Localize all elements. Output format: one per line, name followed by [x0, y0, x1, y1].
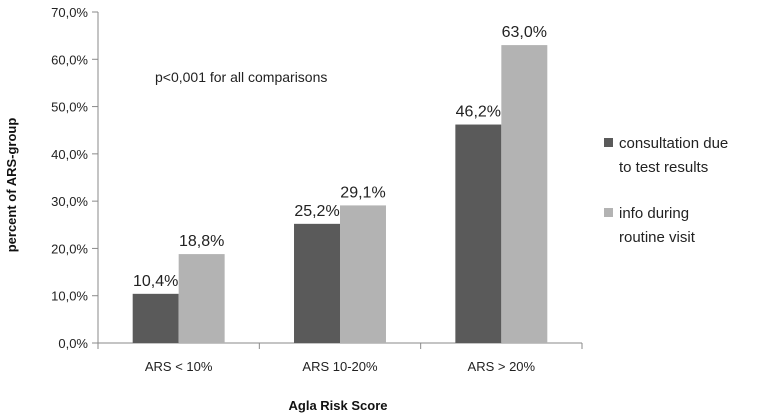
legend-label: routine visit [619, 229, 696, 246]
bar [340, 205, 386, 343]
legend-swatch [604, 208, 613, 217]
x-axis: ARS < 10% ARS 10-20% ARS > 20% [97, 342, 583, 374]
y-tick-label: 70,0% [51, 5, 88, 20]
legend-label: info during [619, 205, 689, 222]
bars [132, 45, 548, 343]
bar [455, 124, 502, 343]
bar [294, 223, 340, 343]
data-labels: 10,4% 18,8% 25,2%29,1% 46,2% 63,0% [133, 24, 547, 290]
legend: consultation due to test results info duri… [604, 135, 728, 246]
y-tick-label: 40,0% [51, 147, 88, 162]
x-tick-label: ARS 10-20% [302, 359, 378, 374]
annotation-text: p<0,001 for all comparisons [155, 69, 327, 85]
bar [132, 293, 179, 343]
y-tick-label: 50,0% [51, 100, 88, 115]
x-tick-label: ARS < 10% [145, 359, 213, 374]
y-tick-label: 30,0% [51, 194, 88, 209]
y-axis: 0,0% 10,0% 20,0% 30,0% 40,0% 50,0% 60,0% 70,0% [51, 5, 99, 351]
data-label: 29,1% [340, 184, 385, 201]
data-label: 63,0% [502, 24, 547, 41]
y-tick-label: 0,0% [58, 336, 88, 351]
legend-label: consultation due [619, 135, 728, 152]
y-tick-label: 10,0% [51, 289, 88, 304]
data-label: 25,2% [294, 203, 339, 220]
data-label: 10,4% [133, 273, 178, 290]
legend-swatch [604, 138, 613, 147]
y-tick-label: 20,0% [51, 241, 88, 256]
y-axis-title: percent of ARS-group [4, 118, 19, 253]
x-axis-title: Agla Risk Score [289, 398, 388, 413]
y-tick-label: 60,0% [51, 52, 88, 67]
data-label: 18,8% [179, 233, 224, 250]
legend-label: to test results [619, 159, 708, 176]
data-label: 46,2% [456, 104, 501, 121]
x-tick-label: ARS > 20% [468, 359, 536, 374]
bar [501, 45, 548, 343]
bar [178, 254, 225, 343]
